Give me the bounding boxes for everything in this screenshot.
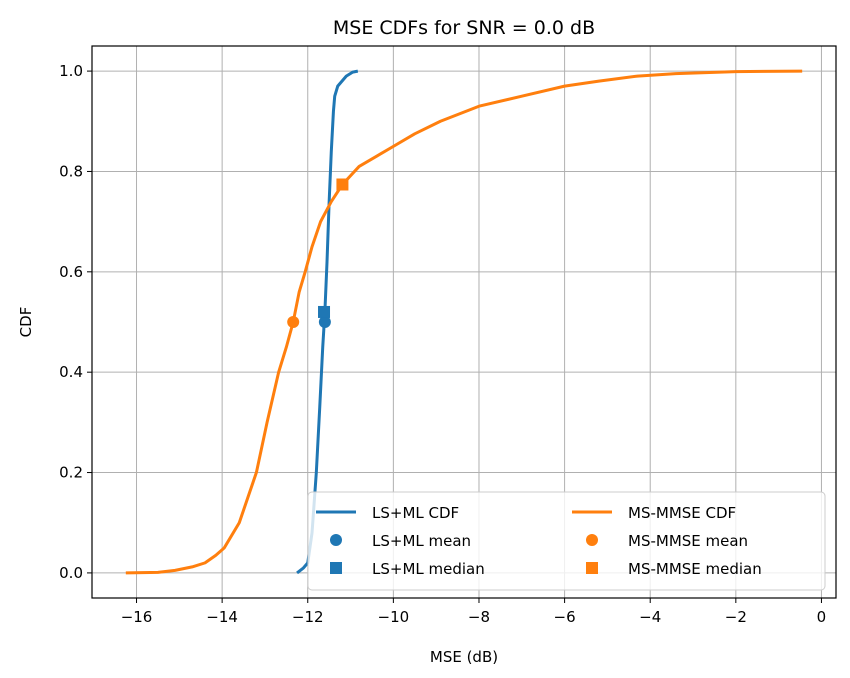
axes-frame [91,45,837,599]
legend-ms-mmse-mean-swatch [586,534,598,546]
grid [92,46,836,598]
y-tick-label: 1.0 [59,62,83,80]
y-tick-label: 0.8 [59,162,83,180]
ticks: −16 −14 −12 −10 −8 −6 −4 −2 0 0.0 0.2 0.4 0.6 0.8 1.0 [59,62,826,626]
x-tick-label: −16 [121,608,153,626]
y-tick-label: 0.0 [59,564,83,582]
legend-ls-ml-median-label: LS+ML median [372,560,485,578]
legend-ls-ml-median-swatch [330,562,342,574]
x-tick-label: −2 [725,608,747,626]
x-tick-label: 0 [817,608,827,626]
legend-box [307,491,826,591]
legend-ms-mmse-cdf-label: MS-MMSE CDF [628,504,736,522]
x-tick-label: −8 [468,608,490,626]
legend-ls-ml-mean-label: LS+ML mean [372,532,471,550]
ls-ml-median-marker [318,305,331,318]
x-tick-label: −14 [206,608,238,626]
y-tick-label: 0.6 [59,263,83,281]
ms-mmse-median-marker [336,178,349,191]
legend-ls-ml-mean-swatch [330,534,342,546]
legend-ms-mmse-median-label: MS-MMSE median [628,560,762,578]
legend: LS+ML CDF LS+ML mean LS+ML median MS-MMSE C… [307,491,826,591]
legend-ms-mmse-median-swatch [586,562,598,574]
y-axis-label: CDF [17,307,35,338]
x-tick-label: −4 [639,608,661,626]
y-tick-label: 0.4 [59,363,83,381]
ms-mmse-cdf-line [125,69,803,575]
legend-ls-ml-cdf-label: LS+ML CDF [372,504,459,522]
x-tick-label: −6 [554,608,576,626]
x-tick-label: −10 [378,608,410,626]
ms-mmse-mean-marker [287,316,300,328]
legend-ms-mmse-mean-label: MS-MMSE mean [628,532,748,550]
x-axis-label: MSE (dB) [430,648,498,666]
y-tick-label: 0.2 [59,464,83,482]
chart-title: MSE CDFs for SNR = 0.0 dB [333,17,595,39]
ls-ml-mean-marker [318,316,331,328]
x-tick-label: −12 [292,608,324,626]
